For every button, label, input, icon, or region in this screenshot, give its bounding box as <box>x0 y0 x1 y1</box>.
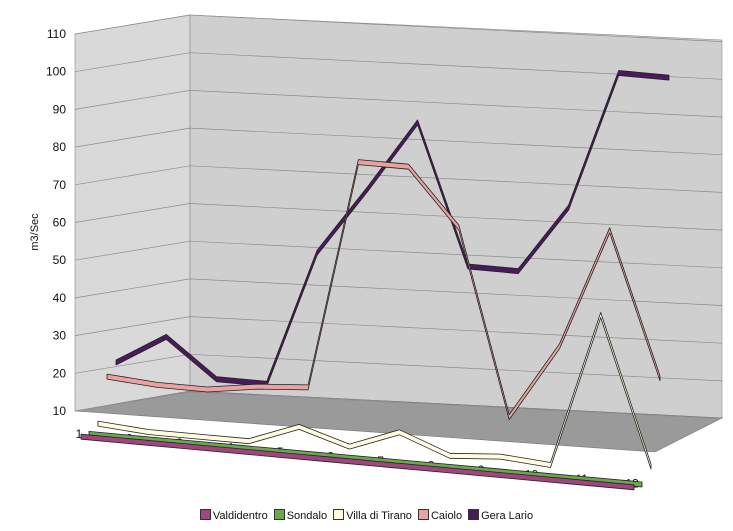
legend-label: Caiolo <box>430 510 463 522</box>
gridline <box>74 52 723 80</box>
legend: Valdidentro Sondalo Villa di Tirano Caiolo G… <box>0 509 733 522</box>
gridline <box>74 165 723 193</box>
y-tick-label: 20 <box>53 366 67 380</box>
legend-entry: Gera Lario <box>468 509 533 522</box>
y-axis-label: m3/Sec <box>29 213 41 251</box>
y-tick-label: 60 <box>53 216 67 230</box>
y-tick-label: 40 <box>53 291 67 305</box>
gridline <box>74 203 723 231</box>
series-line-caiolo <box>106 159 661 421</box>
gridline <box>74 127 723 156</box>
legend-entry: Villa di Tirano <box>333 509 412 522</box>
y-tick-label: 110 <box>47 27 66 41</box>
legend-swatch <box>199 509 211 520</box>
legend-swatch <box>468 509 480 520</box>
y-tick-label: 100 <box>46 65 66 79</box>
legend-entry: Caiolo <box>417 509 463 522</box>
series-line-villa-di-tirano <box>97 312 652 470</box>
legend-entry: Sondalo <box>273 509 328 522</box>
y-tick-label: 80 <box>53 140 67 154</box>
legend-label: Gera Lario <box>481 510 534 522</box>
gridline <box>74 278 723 306</box>
legend-swatch <box>273 509 285 520</box>
y-tick-label: 50 <box>53 253 67 267</box>
legend-label: Sondalo <box>286 510 328 522</box>
gridline <box>74 90 723 118</box>
x-tick-label: 1 <box>76 427 83 441</box>
y-axis-ticks: 10 20 30 40 50 60 70 80 90 100 110 <box>46 27 66 418</box>
legend-label: Valdidentro <box>212 510 268 522</box>
y-tick-label: 10 <box>53 404 67 418</box>
legend-entry: Valdidentro <box>199 509 268 522</box>
gridline <box>74 240 723 269</box>
legend-swatch <box>417 509 429 520</box>
y-tick-label: 30 <box>53 329 67 343</box>
gridline <box>74 391 723 419</box>
gridline <box>74 14 723 42</box>
y-tick-label: 70 <box>53 178 67 192</box>
legend-swatch <box>333 509 345 520</box>
series-lines <box>80 70 670 491</box>
legend-label: Villa di Tirano <box>346 510 412 522</box>
y-tick-label: 90 <box>53 102 67 116</box>
gridline <box>74 316 723 344</box>
gridlines <box>74 14 723 419</box>
series-line-valdidentro <box>80 433 635 491</box>
